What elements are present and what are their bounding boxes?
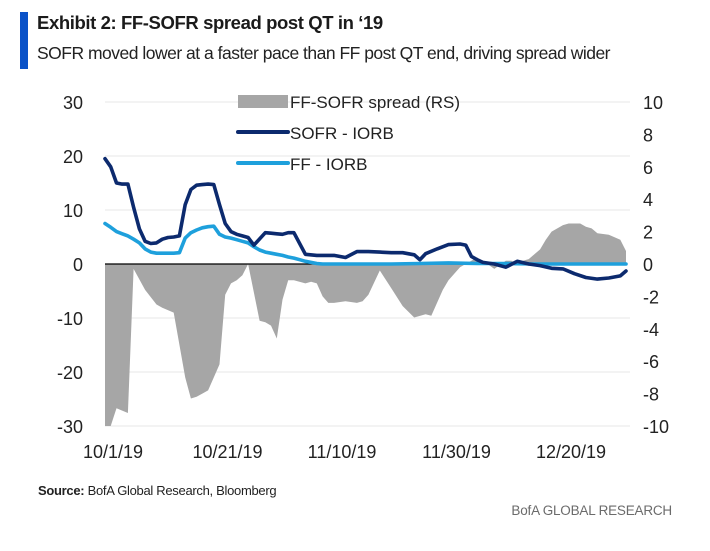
brand-footer: BofA GLOBAL RESEARCH bbox=[511, 503, 672, 518]
right-tick-label: 10 bbox=[643, 93, 663, 113]
left-tick-label: -20 bbox=[57, 363, 83, 383]
legend-label-sofr: SOFR - IORB bbox=[290, 124, 394, 143]
right-tick-label: 2 bbox=[643, 223, 653, 243]
right-tick-label: 4 bbox=[643, 190, 653, 210]
source-note: Source: BofA Global Research, Bloomberg bbox=[38, 483, 277, 498]
right-axis-ticks: 10 8 6 4 2 0 -2 -4 -6 -8 -10 bbox=[643, 93, 669, 437]
source-label: Source: bbox=[38, 483, 85, 498]
x-axis-ticks: 10/1/19 10/21/19 11/10/19 11/30/19 12/20/19 bbox=[83, 442, 606, 462]
x-tick-label: 10/21/19 bbox=[192, 442, 262, 462]
spread-area-layer bbox=[105, 223, 626, 426]
x-tick-label: 10/1/19 bbox=[83, 442, 143, 462]
left-tick-label: 20 bbox=[63, 147, 83, 167]
left-tick-label: 30 bbox=[63, 93, 83, 113]
chart-subtitle: SOFR moved lower at a faster pace than F… bbox=[37, 43, 611, 63]
legend-swatch-spread bbox=[238, 95, 288, 108]
legend-label-ff: FF - IORB bbox=[290, 155, 367, 174]
left-tick-label: 0 bbox=[73, 255, 83, 275]
right-tick-label: 6 bbox=[643, 158, 653, 178]
right-tick-label: -2 bbox=[643, 287, 659, 307]
series-lines-layer bbox=[103, 156, 628, 281]
title-accent-bar bbox=[20, 12, 28, 69]
source-text: BofA Global Research, Bloomberg bbox=[84, 483, 277, 498]
chart-title: Exhibit 2: FF-SOFR spread post QT in ‘19 bbox=[37, 12, 383, 33]
left-axis-ticks: 30 20 10 0 -10 -20 -30 bbox=[57, 93, 83, 437]
left-tick-label: 10 bbox=[63, 201, 83, 221]
x-tick-label: 11/30/19 bbox=[422, 442, 491, 462]
gridlines bbox=[105, 101, 630, 427]
left-tick-label: -10 bbox=[57, 309, 83, 329]
right-tick-label: -8 bbox=[643, 385, 659, 405]
legend-label-spread: FF-SOFR spread (RS) bbox=[290, 93, 460, 112]
right-tick-label: 0 bbox=[643, 255, 653, 275]
ff-iorb-line bbox=[103, 221, 628, 266]
right-tick-label: -4 bbox=[643, 320, 659, 340]
right-tick-label: 8 bbox=[643, 125, 653, 145]
sofr-iorb-line bbox=[103, 156, 628, 281]
x-tick-label: 12/20/19 bbox=[536, 442, 606, 462]
left-tick-label: -30 bbox=[57, 417, 83, 437]
spread-area bbox=[105, 223, 626, 426]
x-tick-label: 11/10/19 bbox=[308, 442, 377, 462]
right-tick-label: -10 bbox=[643, 417, 669, 437]
legend: FF-SOFR spread (RS) SOFR - IORB FF - IORB bbox=[236, 93, 460, 174]
right-tick-label: -6 bbox=[643, 352, 659, 372]
